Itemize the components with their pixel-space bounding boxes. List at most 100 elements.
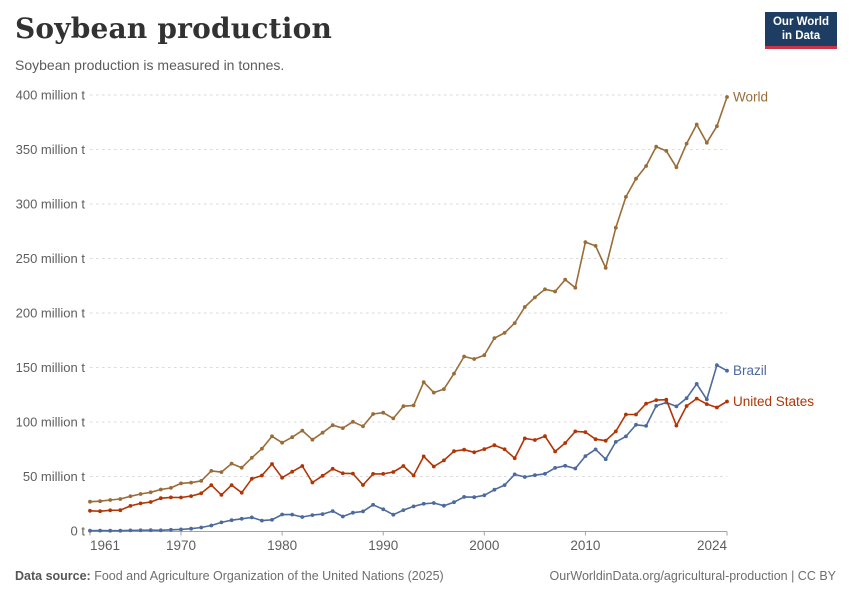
series-point-united-states: [715, 405, 719, 410]
series-point-brazil: [674, 404, 679, 409]
series-point-world: [704, 140, 709, 145]
series-point-united-states: [613, 429, 618, 434]
series-point-brazil: [613, 440, 618, 444]
series-point-world: [624, 195, 628, 199]
series-point-world: [300, 428, 305, 433]
series-point-united-states: [280, 475, 284, 480]
y-axis-tick-label: 100 million t: [16, 415, 86, 430]
series-point-world: [583, 240, 588, 245]
series-point-brazil: [260, 518, 264, 523]
series-label-brazil[interactable]: Brazil: [733, 363, 767, 378]
data-source-label: Data source:: [15, 569, 91, 583]
series-point-world: [381, 410, 386, 415]
series-point-world: [401, 404, 406, 409]
series-point-world: [715, 124, 719, 129]
series-point-united-states: [148, 500, 153, 504]
series-point-united-states: [664, 397, 669, 402]
series-point-brazil: [108, 528, 113, 533]
series-point-united-states: [512, 456, 517, 461]
series-point-united-states: [229, 483, 234, 487]
series-point-brazil: [148, 528, 153, 533]
series-point-united-states: [472, 450, 477, 455]
series-point-world: [654, 144, 659, 149]
series-point-united-states: [310, 480, 315, 485]
series-point-world: [492, 336, 497, 340]
owid-logo[interactable]: Our World in Data: [764, 12, 837, 49]
series-point-brazil: [452, 500, 456, 505]
series-point-world: [270, 434, 274, 439]
series-point-brazil: [533, 473, 537, 478]
series-point-brazil: [502, 483, 507, 487]
series-point-united-states: [381, 472, 386, 476]
series-point-united-states: [351, 471, 355, 476]
series-point-brazil: [715, 363, 719, 368]
series-point-world: [684, 141, 689, 146]
series-point-united-states: [533, 438, 537, 442]
series-point-united-states: [189, 494, 194, 498]
series-point-world: [189, 480, 194, 485]
series-point-united-states: [330, 466, 335, 471]
series-point-world: [179, 481, 183, 486]
series-point-brazil: [512, 472, 517, 477]
series-point-united-states: [543, 434, 547, 439]
series-point-world: [351, 419, 355, 424]
series-point-brazil: [654, 404, 659, 408]
series-point-united-states: [482, 447, 487, 451]
owid-logo-line1: Our World: [772, 16, 829, 28]
series-point-brazil: [522, 475, 527, 479]
series-point-united-states: [725, 399, 729, 404]
series-point-brazil: [219, 520, 224, 525]
series-point-brazil: [239, 516, 244, 521]
series-point-brazil: [290, 512, 295, 517]
series-point-brazil: [391, 512, 396, 517]
series-point-world: [391, 416, 396, 421]
owid-logo-line2: in Data: [781, 29, 821, 42]
series-point-united-states: [522, 436, 527, 441]
series-point-world: [108, 498, 113, 502]
series-point-brazil: [442, 503, 446, 508]
series-point-brazil: [583, 454, 588, 458]
series-point-world: [482, 353, 487, 358]
series-point-brazil: [169, 527, 173, 532]
series-point-brazil: [209, 523, 214, 528]
series-point-united-states: [290, 469, 295, 474]
series-point-united-states: [401, 464, 406, 468]
series-point-brazil: [270, 517, 274, 522]
series-point-brazil: [340, 514, 345, 519]
series-line-united-states[interactable]: [89, 397, 728, 513]
series-point-world: [553, 289, 557, 294]
series-line-brazil[interactable]: [89, 364, 728, 532]
series-point-united-states: [219, 493, 224, 497]
series-point-united-states: [704, 402, 709, 406]
series-point-united-states: [260, 473, 264, 478]
series-point-world: [442, 387, 446, 391]
series-point-united-states: [199, 491, 204, 496]
series-point-brazil: [330, 509, 335, 513]
series-point-world: [472, 357, 477, 361]
series-point-united-states: [249, 476, 254, 481]
series-label-world[interactable]: World: [733, 89, 768, 104]
series-point-brazil: [98, 528, 102, 533]
x-axis-tick-label: 1990: [368, 538, 398, 553]
series-point-world: [694, 122, 699, 127]
series-point-united-states: [431, 464, 436, 469]
series-point-world: [290, 435, 295, 440]
series-point-world: [209, 469, 214, 473]
chart-title: Soybean production: [15, 12, 333, 45]
series-point-world: [330, 423, 335, 428]
series-point-brazil: [634, 422, 638, 427]
series-point-united-states: [573, 429, 578, 434]
series-label-united-states[interactable]: United States: [733, 394, 814, 409]
series-point-united-states: [98, 509, 102, 514]
chart-subtitle: Soybean production is measured in tonnes…: [15, 57, 285, 73]
series-point-world: [593, 244, 598, 248]
series-point-world: [502, 331, 507, 335]
series-point-world: [371, 412, 375, 416]
owid-url-link[interactable]: OurWorldinData.org/agricultural-producti…: [549, 569, 836, 583]
series-point-world: [199, 479, 204, 483]
series-point-united-states: [492, 443, 497, 448]
series-point-brazil: [179, 527, 183, 532]
series-line-world[interactable]: [89, 96, 728, 503]
series-point-world: [664, 149, 669, 153]
